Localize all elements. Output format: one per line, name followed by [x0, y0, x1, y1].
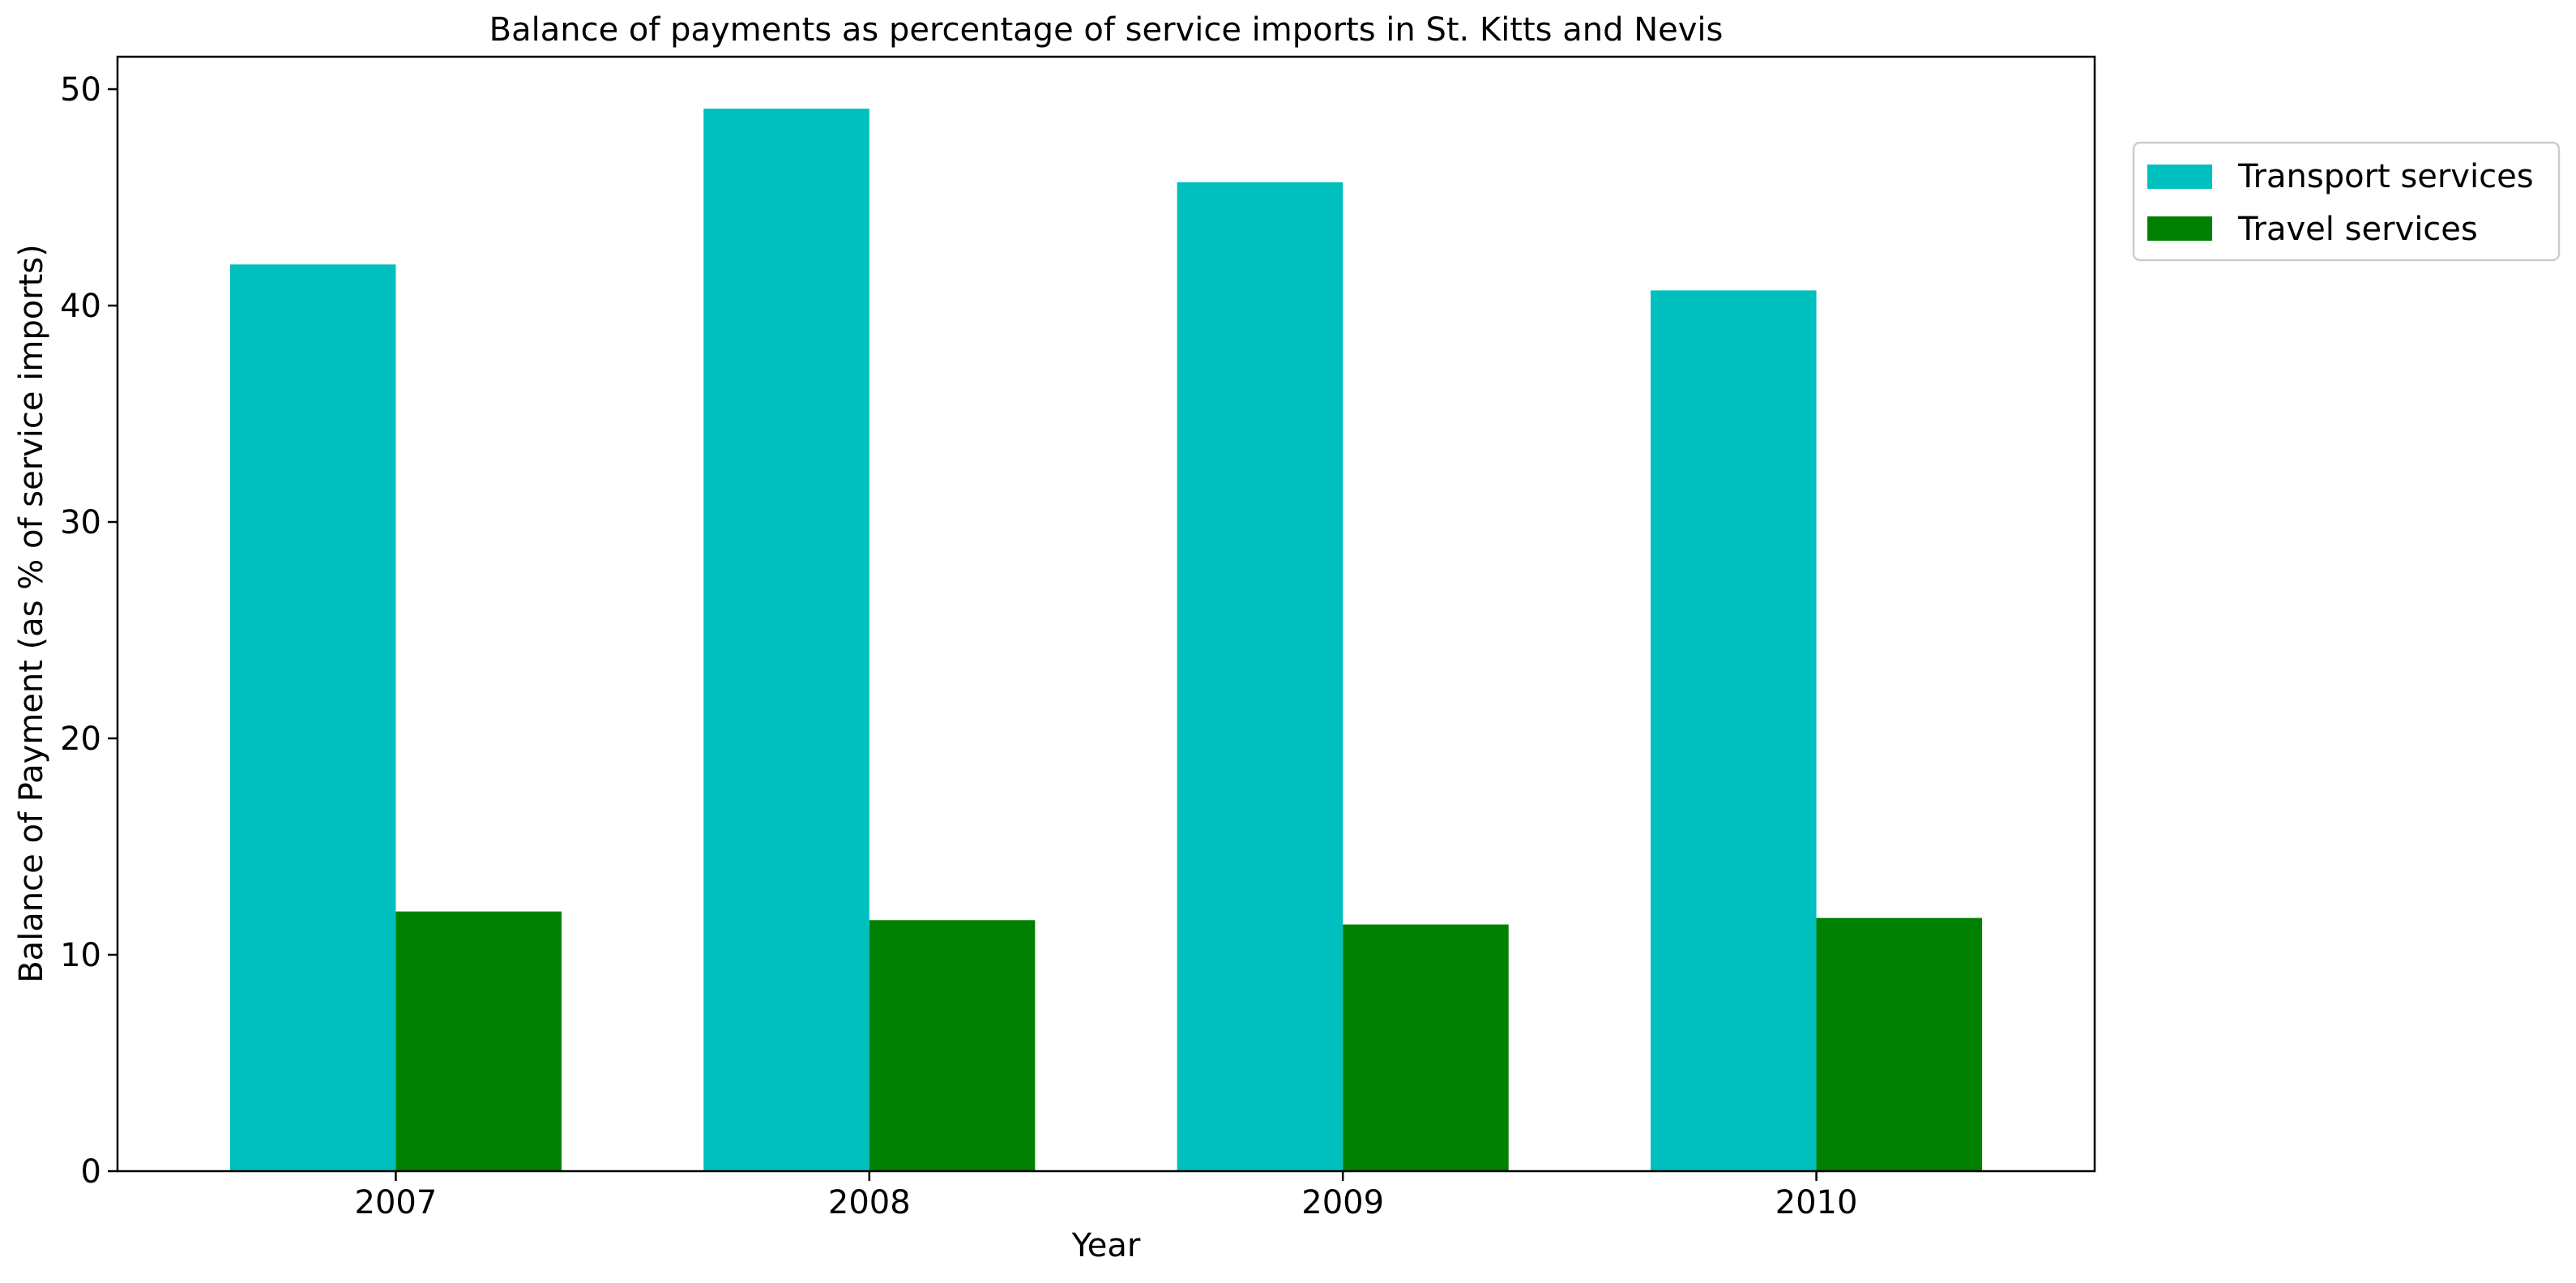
y-tick-label: 20 — [60, 721, 101, 758]
y-axis-label: Balance of Payment (as % of service impo… — [13, 244, 50, 983]
plot-frame — [116, 55, 2096, 1173]
bar-travel-services-2009 — [1343, 924, 1509, 1171]
y-tick-label: 10 — [60, 937, 101, 974]
bar-transport-services-2007 — [229, 264, 396, 1171]
legend-swatch-travel — [2147, 216, 2212, 241]
x-tick-label: 2009 — [1301, 1184, 1384, 1221]
y-tick-label: 30 — [60, 504, 101, 541]
y-tick-label: 50 — [60, 71, 101, 109]
legend-swatch-transport — [2147, 165, 2212, 189]
x-tick-label: 2007 — [355, 1184, 438, 1221]
x-axis-label: Year — [1071, 1227, 1141, 1264]
bar-transport-services-2010 — [1651, 290, 1817, 1172]
legend-label-transport: Transport services — [2237, 158, 2534, 195]
legend: Transport services Travel services — [2132, 141, 2561, 262]
bar-travel-services-2007 — [395, 911, 562, 1171]
bar-travel-services-2008 — [869, 920, 1036, 1171]
legend-label-travel: Travel services — [2237, 211, 2478, 248]
y-tick-label: 0 — [81, 1153, 101, 1191]
y-tick-label: 40 — [60, 288, 101, 325]
x-tick-label: 2010 — [1775, 1184, 1858, 1221]
y-axis: 0 10 20 30 40 50 — [60, 71, 117, 1191]
bar-travel-services-2010 — [1816, 917, 1983, 1171]
bars-layer — [229, 109, 1983, 1172]
x-tick-label: 2008 — [828, 1184, 911, 1221]
bar-transport-services-2008 — [703, 109, 869, 1172]
x-axis: 2007 2008 2009 2010 — [355, 1171, 1858, 1221]
legend-frame — [2132, 141, 2561, 262]
chart-title: Balance of payments as percentage of ser… — [489, 11, 1724, 49]
bar-transport-services-2009 — [1177, 182, 1344, 1171]
